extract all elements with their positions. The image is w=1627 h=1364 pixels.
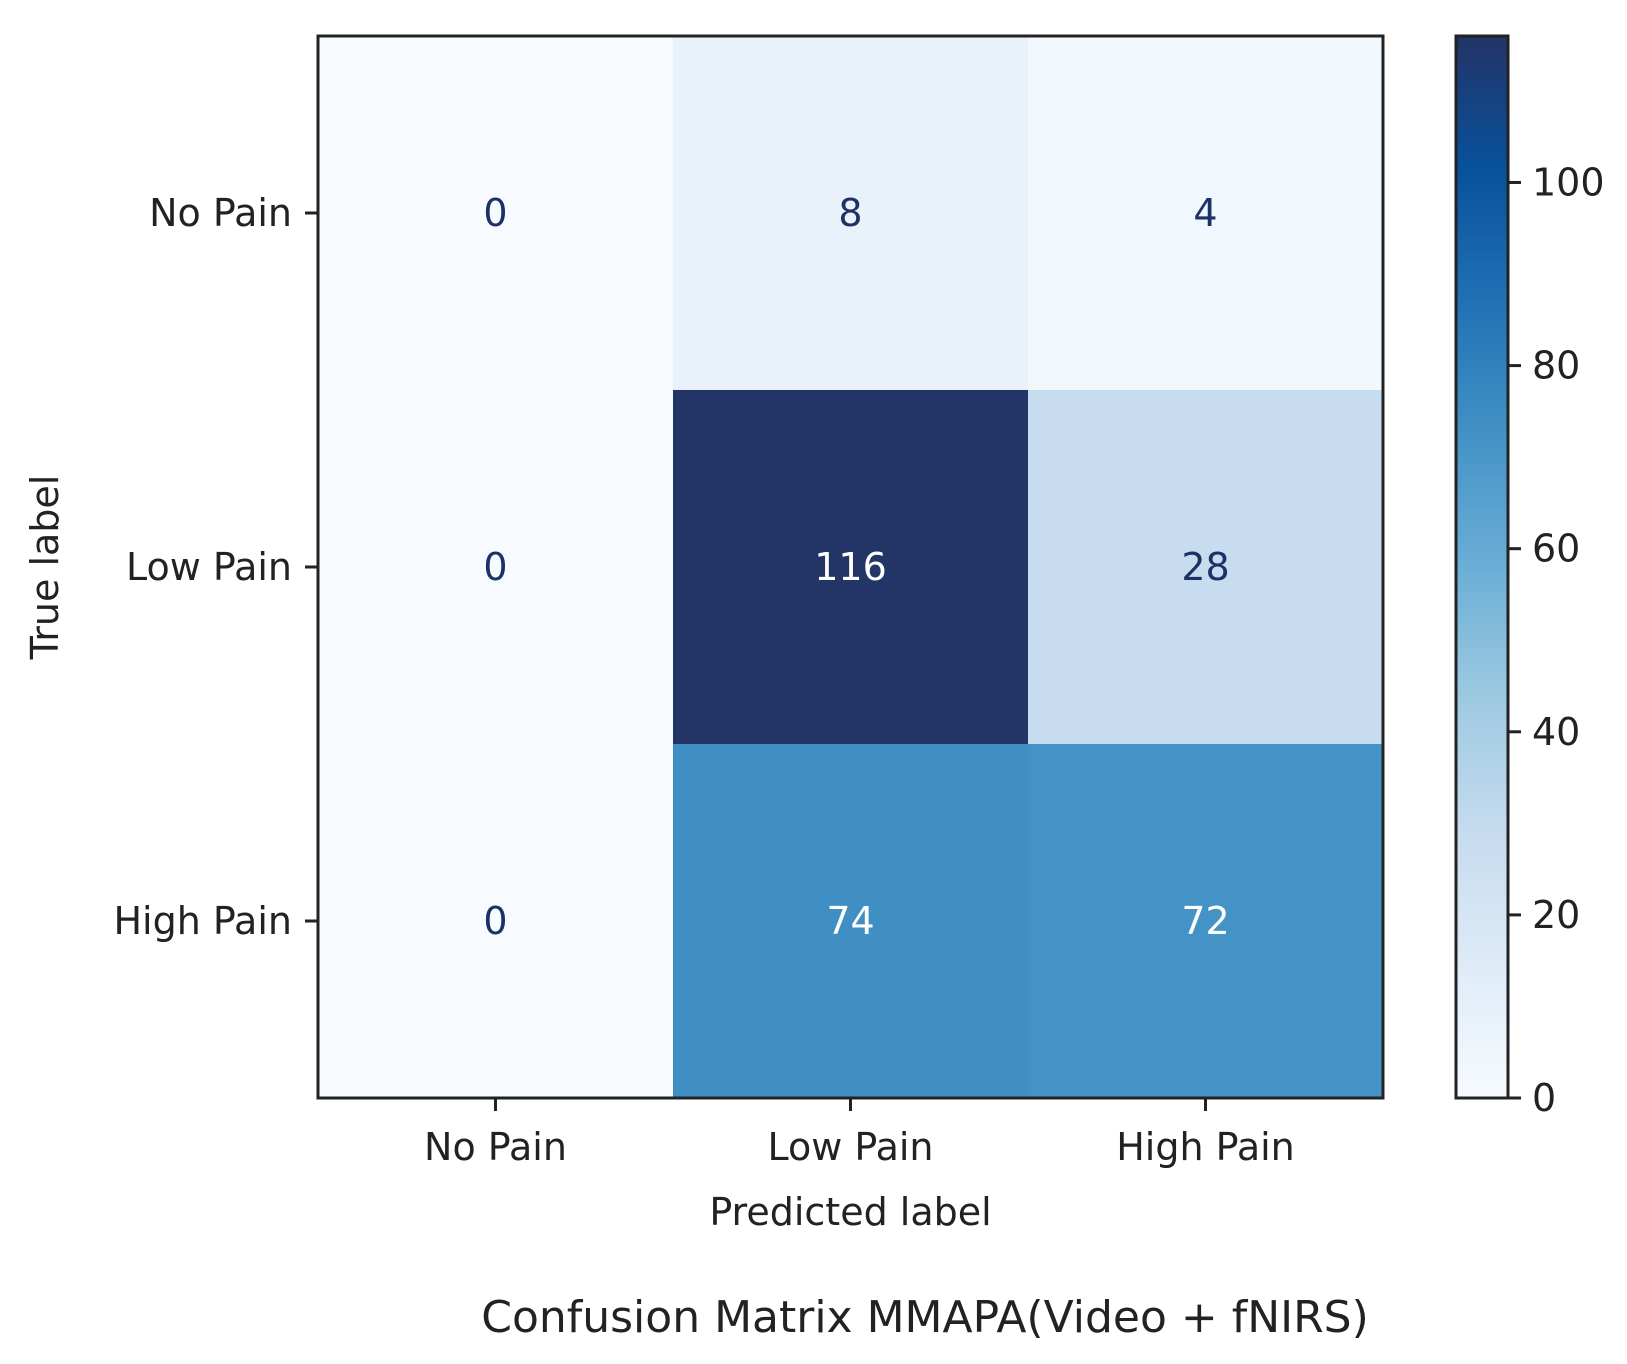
heatmap-cell-2-1: [673, 744, 1029, 1099]
cell-value-2-1: 74: [826, 899, 874, 943]
heatmap-cell-1-2: [1028, 390, 1384, 745]
heatmap-cells: [318, 36, 1384, 1099]
heatmap-cell-0-1: [673, 36, 1029, 391]
colorbar-tick-label-4: 80: [1532, 344, 1580, 388]
colorbar-tick-label-5: 100: [1532, 160, 1605, 204]
heatmap-cell-0-0: [318, 36, 674, 391]
y-axis-label: True label: [23, 475, 67, 661]
heatmap-cell-2-0: [318, 744, 674, 1099]
cell-value-1-2: 28: [1181, 545, 1229, 589]
colorbar-tick-label-0: 0: [1532, 1076, 1556, 1120]
colorbar-tick-label-3: 60: [1532, 527, 1580, 571]
x-tick-label-0: No Pain: [424, 1125, 567, 1169]
cell-value-1-0: 0: [483, 545, 507, 589]
colorbar-ticks: 0 20 40 60 80 100: [1508, 160, 1605, 1120]
x-axis-ticks: No Pain Low Pain High Pain: [424, 1098, 1295, 1169]
heatmap-cell-1-0: [318, 390, 674, 745]
heatmap-cell-0-2: [1028, 36, 1384, 391]
x-tick-label-1: Low Pain: [767, 1125, 933, 1169]
heatmap-cell-1-1: [673, 390, 1029, 745]
heatmap-cell-2-2: [1028, 744, 1384, 1099]
x-tick-label-2: High Pain: [1116, 1125, 1295, 1169]
colorbar-tick-label-2: 40: [1532, 710, 1580, 754]
x-axis-label: Predicted label: [709, 1190, 991, 1234]
cell-value-labels: 0 8 4 0 116 28 0 74 72: [483, 191, 1229, 943]
cell-value-0-1: 8: [838, 191, 862, 235]
colorbar: [1454, 34, 1510, 1100]
colorbar-tick-label-1: 20: [1532, 893, 1580, 937]
cell-value-0-0: 0: [483, 191, 507, 235]
chart-caption: Confusion Matrix MMAPA(Video + fNIRS): [481, 1292, 1369, 1343]
y-tick-label-1: Low Pain: [126, 545, 292, 589]
cell-value-1-1: 116: [814, 545, 887, 589]
cell-value-2-2: 72: [1181, 899, 1229, 943]
cell-value-0-2: 4: [1193, 191, 1217, 235]
y-axis-ticks: No Pain Low Pain High Pain: [113, 191, 318, 943]
cell-value-2-0: 0: [483, 899, 507, 943]
y-tick-label-2: High Pain: [113, 899, 292, 943]
y-tick-label-0: No Pain: [149, 191, 292, 235]
